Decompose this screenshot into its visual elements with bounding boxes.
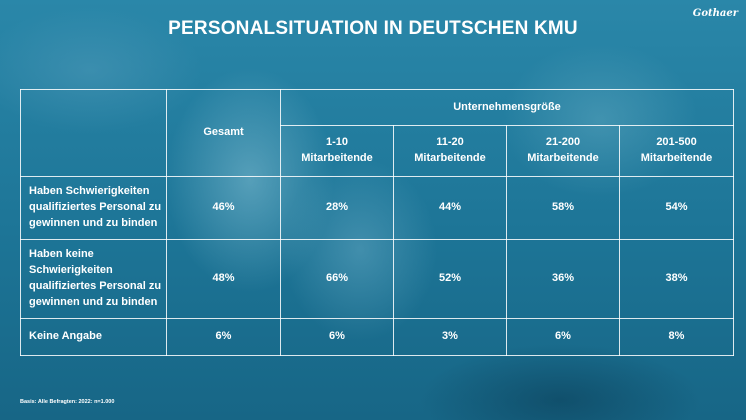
- value-cell: 48%: [166, 239, 281, 319]
- column-header: 201-500 Mitarbeitende: [618, 125, 735, 177]
- value-cell: 54%: [618, 176, 735, 240]
- column-header-line: 21-200: [545, 136, 581, 149]
- column-header: 11-20 Mitarbeitende: [393, 125, 507, 177]
- value-cell: 44%: [393, 176, 507, 240]
- row-label-line: qualifiziertes Personal zu: [29, 280, 162, 292]
- corner-cell: [20, 89, 167, 177]
- value-cell: 58%: [506, 176, 620, 240]
- row-label-line: gewinnen und zu binden: [29, 216, 158, 229]
- column-header-line: 201-500: [656, 136, 697, 149]
- value-cell: 6%: [506, 318, 620, 356]
- value-cell: 52%: [393, 239, 507, 319]
- column-header-line: 11-20: [436, 136, 464, 149]
- page-title: PERSONALSITUATION IN DEUTSCHEN KMU: [168, 18, 578, 39]
- column-header-line: Mitarbeitende: [301, 152, 373, 164]
- row-label: Keine Angabe: [20, 318, 167, 356]
- footnote: Basis: Alle Befragten: 2022: n=1.000: [20, 399, 115, 405]
- gothaer-logo: Gothaer: [692, 8, 738, 19]
- value-cell: 3%: [393, 318, 507, 356]
- column-header: Gesamt: [166, 89, 281, 177]
- row-label-line: Haben Schwierigkeiten: [29, 185, 150, 198]
- column-header-line: Mitarbeitende: [640, 152, 713, 164]
- value-cell: 6%: [280, 318, 394, 356]
- column-header-line: 1-10: [325, 136, 349, 149]
- column-header: 21-200 Mitarbeitende: [506, 125, 620, 177]
- row-label-line: Schwierigkeiten: [29, 264, 113, 277]
- table-row: Haben Schwierigkeiten qualifiziertes Pers…: [20, 176, 735, 240]
- row-label: Haben keine Schwierigkeiten qualifiziertes…: [20, 239, 167, 319]
- data-table: Gesamt Unternehmensgröße 1-10 Mitarbeiten…: [20, 89, 735, 356]
- value-cell: 6%: [166, 318, 281, 356]
- table-row: Keine Angabe 6% 6% 3% 6% 8%: [20, 318, 735, 356]
- value-cell: 36%: [506, 239, 620, 319]
- row-label-line: gewinnen und zu binden: [29, 295, 158, 308]
- value-cell: 46%: [166, 176, 281, 240]
- column-header: 1-10 Mitarbeitende: [280, 125, 394, 177]
- row-label-line: qualifiziertes Personal zu: [29, 201, 162, 214]
- row-label-line: Haben keine: [29, 248, 94, 261]
- row-label: Haben Schwierigkeiten qualifiziertes Pers…: [20, 176, 167, 240]
- value-cell: 38%: [618, 239, 735, 319]
- column-header-line: Mitarbeitende: [527, 152, 599, 164]
- group-header: Unternehmensgröße: [279, 89, 735, 126]
- column-header-line: Mitarbeitende: [414, 152, 486, 164]
- value-cell: 66%: [280, 239, 394, 319]
- value-cell: 28%: [280, 176, 394, 240]
- table-row: Haben keine Schwierigkeiten qualifiziertes…: [20, 239, 735, 319]
- value-cell: 8%: [618, 318, 735, 356]
